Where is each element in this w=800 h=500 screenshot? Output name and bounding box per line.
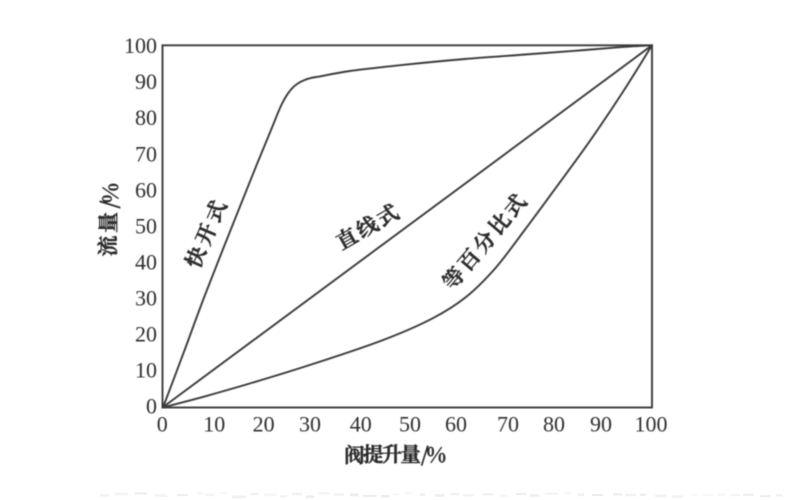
- svg-text:100: 100: [635, 412, 668, 437]
- svg-text:0: 0: [157, 412, 168, 437]
- svg-text:100: 100: [124, 33, 157, 58]
- svg-text:10: 10: [203, 412, 225, 437]
- svg-text:80: 80: [135, 105, 157, 130]
- svg-text:20: 20: [135, 322, 157, 347]
- svg-text:90: 90: [590, 412, 612, 437]
- svg-text:50: 50: [135, 213, 157, 238]
- svg-text:50: 50: [399, 412, 421, 437]
- svg-text:40: 40: [350, 412, 372, 437]
- svg-text:70: 70: [135, 141, 157, 166]
- svg-text:60: 60: [135, 177, 157, 202]
- svg-text:70: 70: [497, 412, 519, 437]
- svg-text:20: 20: [253, 412, 275, 437]
- svg-text:60: 60: [445, 412, 467, 437]
- svg-text:10: 10: [135, 358, 157, 383]
- svg-text:30: 30: [299, 412, 321, 437]
- svg-text:0: 0: [146, 394, 157, 419]
- svg-text:40: 40: [135, 250, 157, 275]
- svg-text:90: 90: [135, 69, 157, 94]
- svg-text:80: 80: [543, 412, 565, 437]
- svg-text:30: 30: [135, 286, 157, 311]
